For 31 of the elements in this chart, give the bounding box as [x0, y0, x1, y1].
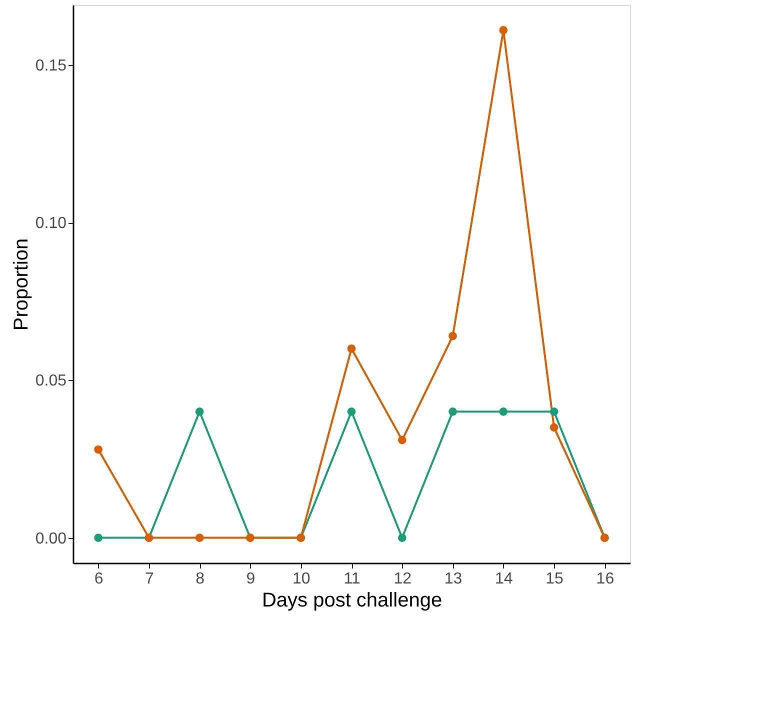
- point: [398, 534, 406, 542]
- point: [195, 534, 204, 542]
- point: [347, 344, 356, 353]
- point: [448, 332, 457, 340]
- point: [499, 408, 508, 416]
- x-tick-label: 11: [344, 570, 360, 588]
- point: [398, 436, 406, 444]
- x-tick-label: 6: [94, 570, 104, 588]
- point: [94, 534, 102, 542]
- x-tick-label: 16: [596, 570, 614, 588]
- point: [195, 408, 204, 416]
- x-tick-label: 9: [246, 570, 256, 588]
- y-tick-label: 0.05: [35, 372, 67, 390]
- point: [94, 445, 102, 454]
- y-tick-label: 0.00: [35, 530, 67, 548]
- point: [448, 408, 457, 416]
- y-tick-label: 0.10: [35, 215, 67, 232]
- x-tick-label: 8: [196, 570, 205, 588]
- x-tick-label: 7: [145, 570, 154, 588]
- x-tick-label: 13: [444, 570, 462, 588]
- point: [550, 423, 558, 432]
- x-tick-label: 10: [292, 570, 310, 588]
- point: [550, 408, 558, 416]
- x-tick-label: 14: [495, 570, 513, 588]
- x-tick-label: 15: [546, 570, 564, 588]
- point: [347, 408, 356, 416]
- x-tick-label: 12: [394, 570, 412, 588]
- y-axis-title: Proportion: [10, 238, 32, 331]
- y-tick-label: 0.15: [35, 57, 67, 74]
- x-axis-title: Days post challenge: [262, 590, 442, 612]
- point: [499, 26, 508, 34]
